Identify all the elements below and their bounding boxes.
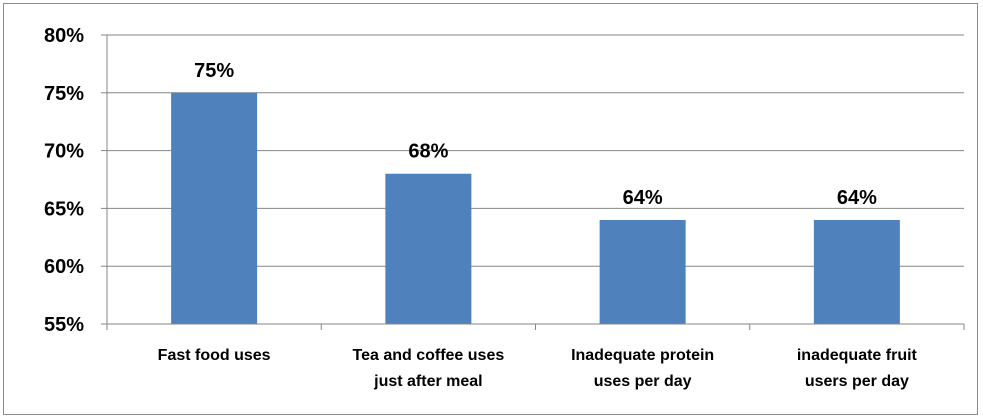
- data-label: 75%: [194, 60, 234, 82]
- bar: [171, 92, 258, 324]
- data-label: 64%: [623, 187, 663, 209]
- bars: [171, 92, 900, 324]
- y-tick-labels: 55% 60% 65% 70% 75% 80%: [44, 25, 84, 336]
- data-labels: 75% 68% 64% 64%: [194, 60, 877, 209]
- x-category-label: Tea and coffee uses just after meal: [352, 347, 504, 390]
- y-tick-label: 55%: [44, 314, 84, 336]
- x-category-label-line: Inadequate protein: [571, 347, 714, 364]
- x-category-labels: Fast food uses Tea and coffee uses just af…: [158, 347, 918, 390]
- bar: [385, 173, 472, 324]
- x-category-label: Fast food uses: [158, 347, 271, 364]
- y-tick-label: 75%: [44, 83, 84, 105]
- chart-frame: [3, 3, 978, 415]
- axes: [101, 34, 965, 330]
- x-category-label: inadequate fruit users per day: [797, 347, 918, 390]
- x-category-label-line: uses per day: [594, 373, 692, 390]
- bar: [813, 219, 900, 324]
- y-tick-label: 65%: [44, 198, 84, 220]
- y-tick-label: 60%: [44, 256, 84, 278]
- data-label: 68%: [408, 141, 448, 163]
- y-tick-label: 80%: [44, 25, 84, 47]
- x-category-label-line: users per day: [805, 373, 909, 390]
- x-category-label: Inadequate protein uses per day: [571, 347, 714, 390]
- y-tick-label: 70%: [44, 141, 84, 163]
- x-category-label-line: inadequate fruit: [797, 347, 918, 364]
- x-category-label-line: just after meal: [373, 373, 482, 390]
- bar: [599, 219, 686, 324]
- x-category-label-line: Fast food uses: [158, 347, 271, 364]
- data-label: 64%: [837, 187, 877, 209]
- x-category-label-line: Tea and coffee uses: [352, 347, 504, 364]
